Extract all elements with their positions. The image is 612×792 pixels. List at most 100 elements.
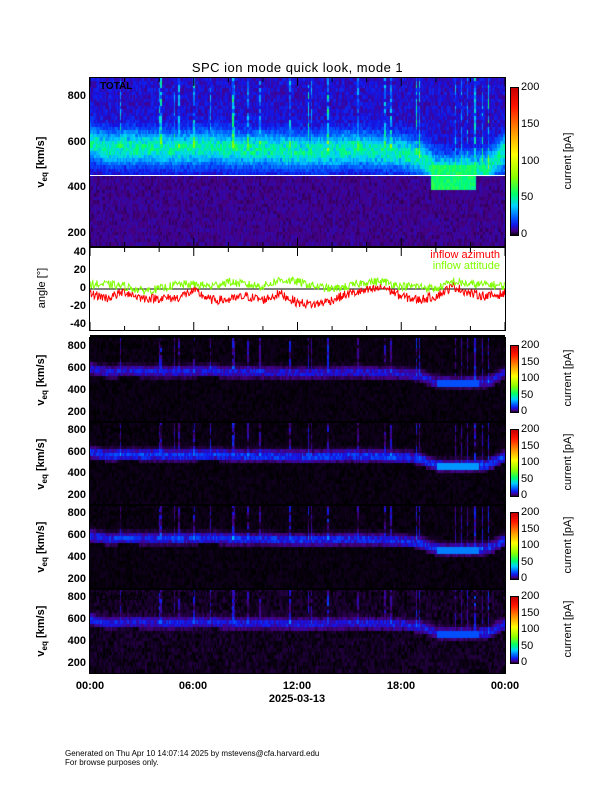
panel-label: D sensor: [100, 592, 143, 603]
y-tick-label: 800: [67, 507, 86, 520]
heatmap-sensor-d: [90, 589, 505, 673]
y-tick-label: 200: [67, 489, 86, 502]
colorbar-label: current [pA]: [562, 600, 574, 658]
y-tick-label: 800: [67, 591, 86, 604]
colorbar-label: current [pA]: [562, 349, 574, 407]
x-axis-ticks: [89, 422, 506, 505]
y-tick-label: 400: [67, 634, 86, 647]
footer-generated: Generated on Thu Apr 10 14:07:14 2025 by…: [65, 749, 320, 758]
y-label-sub: eq: [40, 473, 50, 483]
colorbar-tick-label: 200: [521, 590, 540, 602]
y-tick-label: 600: [67, 529, 86, 541]
colorbar-tick-label: 150: [521, 606, 540, 619]
colorbar-tick-label: 150: [521, 439, 540, 452]
colorbar-label: current [pA]: [562, 433, 574, 491]
y-tick-label: 200: [67, 227, 86, 240]
x-tick-label: 06:00: [178, 680, 208, 692]
colorbar: [510, 596, 519, 664]
colorbar-tick-label: 50: [521, 472, 534, 485]
heatmap-total: [90, 78, 505, 246]
panel-label: B sensor: [100, 425, 143, 436]
y-tick-label: 400: [67, 181, 86, 194]
colorbar-tick-label: 0: [521, 656, 528, 668]
y-label-sub: eq: [40, 557, 50, 567]
colorbar-tick-label: 200: [521, 81, 540, 93]
y-tick-label: -20: [70, 300, 86, 313]
heatmap-sensor-b: [90, 422, 505, 505]
x-tick-label: 00:00: [490, 680, 520, 692]
x-axis-ticks: [89, 338, 506, 422]
series-line-inflow-attitude: [89, 276, 506, 295]
colorbar: [510, 87, 519, 236]
colorbar-tick-label: 100: [521, 154, 540, 167]
colorbar-tick-label: 100: [521, 372, 540, 384]
colorbar-tick-label: 150: [521, 117, 540, 130]
colorbar-tick-label: 200: [521, 423, 540, 435]
colorbar-tick-label: 0: [521, 405, 528, 417]
colorbar-tick-label: 150: [521, 355, 540, 368]
chart-title: SPC ion mode quick look, mode 1: [191, 60, 404, 75]
separator-bar: [90, 335, 505, 338]
series-line-inflow-azimuth: [89, 280, 506, 310]
colorbar-tick-label: 100: [521, 456, 540, 468]
y-tick-label: -40: [70, 318, 86, 331]
colorbar-tick-label: 50: [521, 639, 534, 652]
y-tick-label: 800: [67, 340, 86, 353]
colorbar-label: current [pA]: [562, 132, 574, 189]
footer-disclaimer: For browse purposes only.: [65, 758, 159, 767]
colorbar: [510, 512, 519, 580]
x-tick-label: 00:00: [75, 680, 105, 692]
colorbar: [510, 345, 519, 413]
x-tick-label: 18:00: [386, 680, 416, 692]
colorbar: [510, 429, 519, 497]
legend-entry: inflow azimuth: [430, 249, 500, 261]
y-tick-label: 400: [67, 550, 86, 563]
footer: Generated on Thu Apr 10 14:07:14 2025 by…: [65, 749, 319, 767]
y-label-unit: [km/s]: [34, 521, 47, 555]
colorbar-tick-label: 200: [521, 339, 540, 351]
y-tick-label: 800: [67, 423, 86, 436]
colorbar-tick-label: 100: [521, 623, 540, 635]
y-label-unit: [km/s]: [34, 605, 47, 639]
y-tick-label: 0: [79, 282, 86, 294]
y-tick-label: 200: [67, 656, 86, 669]
colorbar-tick-label: 0: [521, 572, 528, 584]
colorbar-tick-label: 0: [521, 228, 528, 240]
y-label-unit: [km/s]: [34, 136, 47, 170]
y-label-unit: [km/s]: [34, 438, 47, 471]
y-axis-label: veq [km/s]: [35, 102, 49, 222]
y-tick-label: 600: [67, 135, 86, 148]
x-axis-ticks: [89, 505, 506, 589]
colorbar-tick-label: 50: [521, 555, 534, 568]
legend-entry: inflow attitude: [432, 260, 500, 272]
y-tick-label: 200: [67, 405, 86, 418]
threshold-line: [90, 174, 505, 176]
y-label-unit: [km/s]: [34, 354, 47, 388]
colorbar-tick-label: 200: [521, 506, 540, 518]
colorbar-tick-label: 50: [521, 388, 534, 401]
y-label-sub: eq: [40, 641, 50, 651]
colorbar-tick-label: 150: [521, 522, 540, 535]
colorbar-tick-label: 100: [521, 539, 540, 551]
y-tick-label: 20: [73, 263, 86, 276]
x-axis-ticks: [89, 589, 506, 673]
y-axis-label: veq [km/s]: [35, 571, 49, 691]
heatmap-sensor-c: [90, 505, 505, 589]
y-label-v: v: [34, 650, 47, 657]
y-tick-label: 600: [67, 445, 86, 458]
colorbar-label: current [pA]: [562, 516, 574, 574]
y-tick-label: 800: [67, 89, 86, 102]
colorbar-tick-label: 0: [521, 489, 528, 501]
colorbar-tick-label: 50: [521, 191, 534, 204]
y-label-v: v: [34, 181, 47, 188]
angle-plot: [89, 276, 506, 310]
y-label-sub: eq: [40, 390, 50, 400]
x-axis-ticks: [89, 78, 506, 246]
y-label-sub: eq: [40, 172, 50, 182]
y-tick-label: 40: [73, 245, 86, 258]
panel-label: C sensor: [100, 508, 143, 519]
x-axis-date-label: 2025-03-13: [268, 693, 326, 705]
x-tick-label: 12:00: [282, 680, 312, 692]
x-axis-ticks: [89, 248, 506, 330]
y-tick-label: 200: [67, 572, 86, 585]
